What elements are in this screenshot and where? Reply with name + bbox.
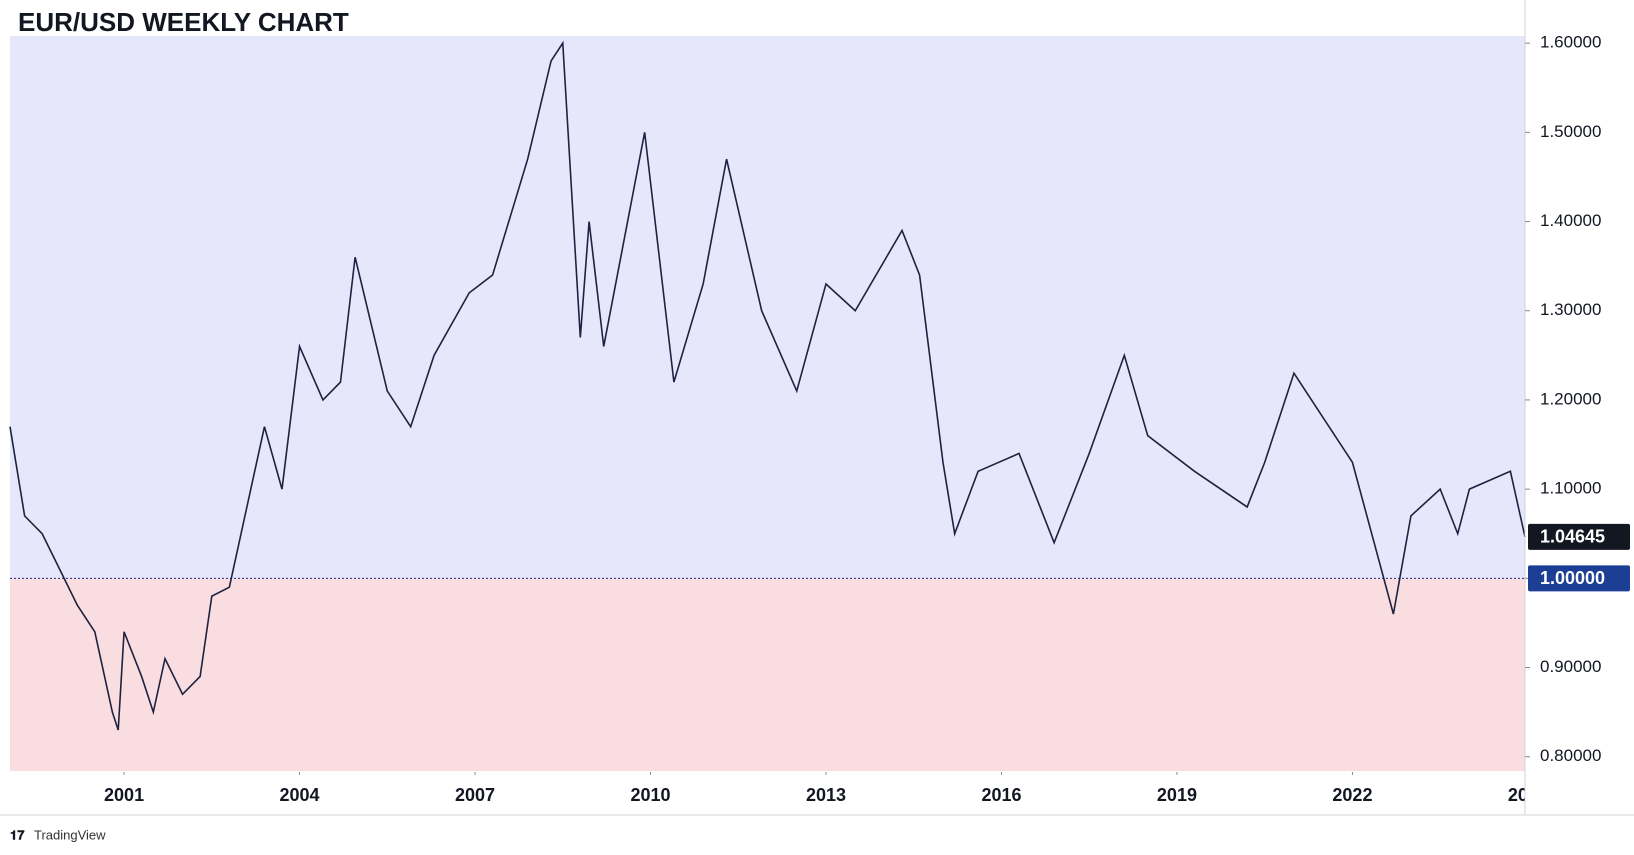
y-tick-label: 1.30000 <box>1540 300 1601 319</box>
x-tick-label: 2022 <box>1332 785 1372 805</box>
logo: 𝟏𝟕 <box>10 827 25 842</box>
x-tick-label: 2016 <box>981 785 1021 805</box>
y-tick-label: 1.60000 <box>1540 33 1601 52</box>
y-tick-label: 0.80000 <box>1540 746 1601 765</box>
footer: TradingView <box>34 827 106 842</box>
price-line <box>9 40 1526 731</box>
level-label: 1.00000 <box>1540 568 1605 588</box>
x-tick-label: 2025 <box>1508 785 1548 805</box>
y-tick-label: 0.90000 <box>1540 657 1601 676</box>
level-badge <box>1528 565 1630 592</box>
x-tick-label: 2013 <box>806 785 846 805</box>
x-tick-label: 2010 <box>630 785 670 805</box>
y-tick-label: 1.40000 <box>1540 211 1601 230</box>
last-price-badge <box>1528 523 1630 550</box>
x-tick-label: 2001 <box>104 785 144 805</box>
x-tick-label: 2004 <box>280 785 320 805</box>
last-price-label: 1.04645 <box>1540 527 1605 547</box>
y-tick-label: 1.50000 <box>1540 122 1601 141</box>
below-zone <box>10 578 1525 771</box>
above-zone <box>10 36 1525 579</box>
x-tick-label: 2019 <box>1157 785 1197 805</box>
x-tick-label: 2007 <box>455 785 495 805</box>
y-tick-label: 1.20000 <box>1540 389 1601 408</box>
chart-title: EUR/USD WEEKLY CHART <box>18 7 349 37</box>
y-tick-label: 1.10000 <box>1540 479 1601 498</box>
